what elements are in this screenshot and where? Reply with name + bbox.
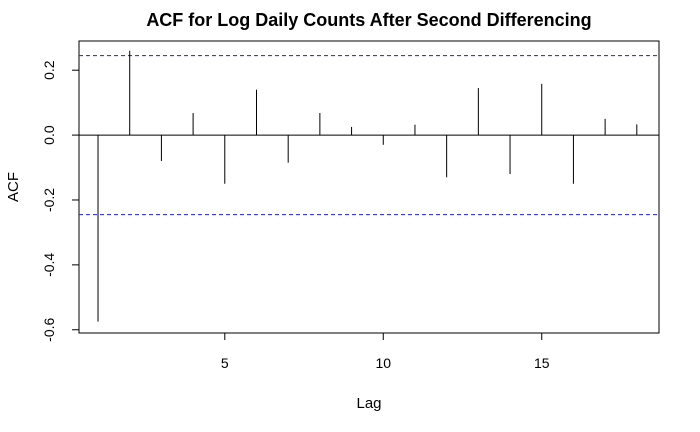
y-tick-label: 0.0 (41, 125, 57, 145)
x-tick-label: 10 (375, 355, 391, 371)
y-tick-label: 0.2 (41, 60, 57, 80)
acf-stems (79, 50, 659, 322)
x-tick-label: 5 (221, 355, 229, 371)
x-tick-label: 15 (534, 355, 550, 371)
y-tick-label: -0.2 (41, 188, 57, 212)
y-axis: 0.2 0.0 -0.2 -0.4 -0.6 (41, 60, 79, 342)
plot-frame (78, 40, 660, 334)
chart-title: ACF for Log Daily Counts After Second Di… (146, 10, 591, 30)
x-axis-label: Lag (356, 395, 381, 412)
x-axis: 5 10 15 (221, 333, 550, 371)
y-axis-label: ACF (5, 172, 22, 202)
y-tick-label: -0.6 (41, 317, 57, 341)
y-tick-label: -0.4 (41, 253, 57, 277)
